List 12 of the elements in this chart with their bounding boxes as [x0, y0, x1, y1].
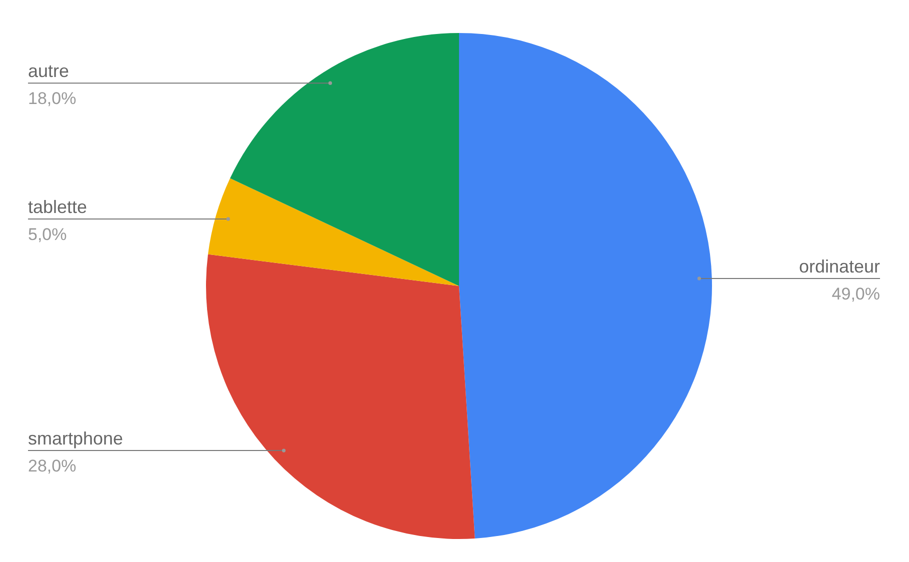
- data-label: 5,0%: [28, 224, 67, 244]
- pie-slice: [208, 178, 459, 286]
- pie-slice: [230, 33, 459, 286]
- slice-label: autre: [28, 61, 70, 82]
- slice-label: tablette: [28, 196, 88, 217]
- data-label: 18,0%: [28, 89, 76, 108]
- data-label: 28,0%: [28, 456, 76, 476]
- pie-slice: [206, 254, 475, 538]
- slice-label: smartphone: [28, 428, 124, 449]
- slice-label: ordinateur: [798, 256, 880, 276]
- data-label: 49,0%: [832, 284, 880, 304]
- pie-slice: [459, 33, 712, 538]
